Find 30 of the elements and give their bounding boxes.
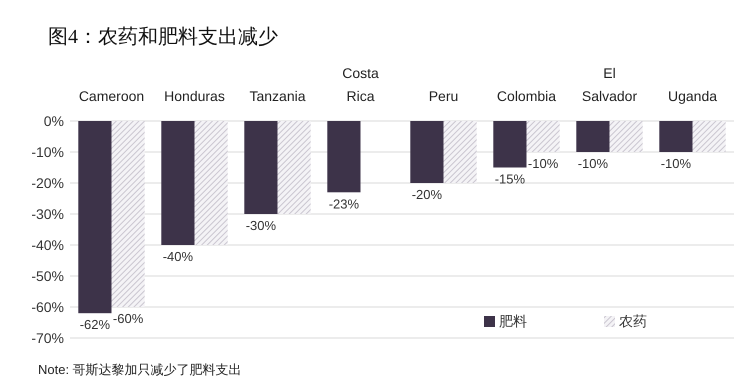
y-tick-label: -20% [31,175,64,191]
y-tick-label: -60% [31,299,64,315]
x-tick-label: Uganda [668,88,718,104]
data-label: -10% [528,156,559,171]
y-tick-label: -50% [31,268,64,284]
data-label: -40% [162,249,194,264]
x-tick-label: Colombia [496,88,556,104]
y-tick-label: -10% [31,144,64,160]
data-label: -30% [246,218,277,233]
data-label: -15% [494,172,526,186]
x-tick-label: Cameroon [78,88,144,104]
data-label: -20% [412,187,443,202]
y-tick-label: -40% [31,237,64,253]
data-label: -23% [328,196,360,212]
data-label: -62% [80,317,111,332]
chart-title: 图4：农药和肥料支出减少 [48,26,278,48]
x-tick-label: Honduras [164,88,225,104]
x-tick-label: Peru [428,88,458,104]
y-tick-label: -30% [31,206,64,222]
legend-label: 肥料 [499,313,527,329]
data-label: -10% [578,156,609,171]
legend-label: 农药 [619,313,647,329]
x-tick-label: El Salvador [582,65,638,104]
x-tick-label: Costa Rica [342,65,379,104]
y-tick-label: 0% [44,113,64,129]
data-label: -60% [112,311,144,326]
y-tick-label: -70% [31,330,64,346]
text: Note: 哥斯达黎加只减少了肥料支出 [38,362,242,377]
x-tick-label: Tanzania [249,88,306,104]
data-label: -10% [660,156,692,171]
